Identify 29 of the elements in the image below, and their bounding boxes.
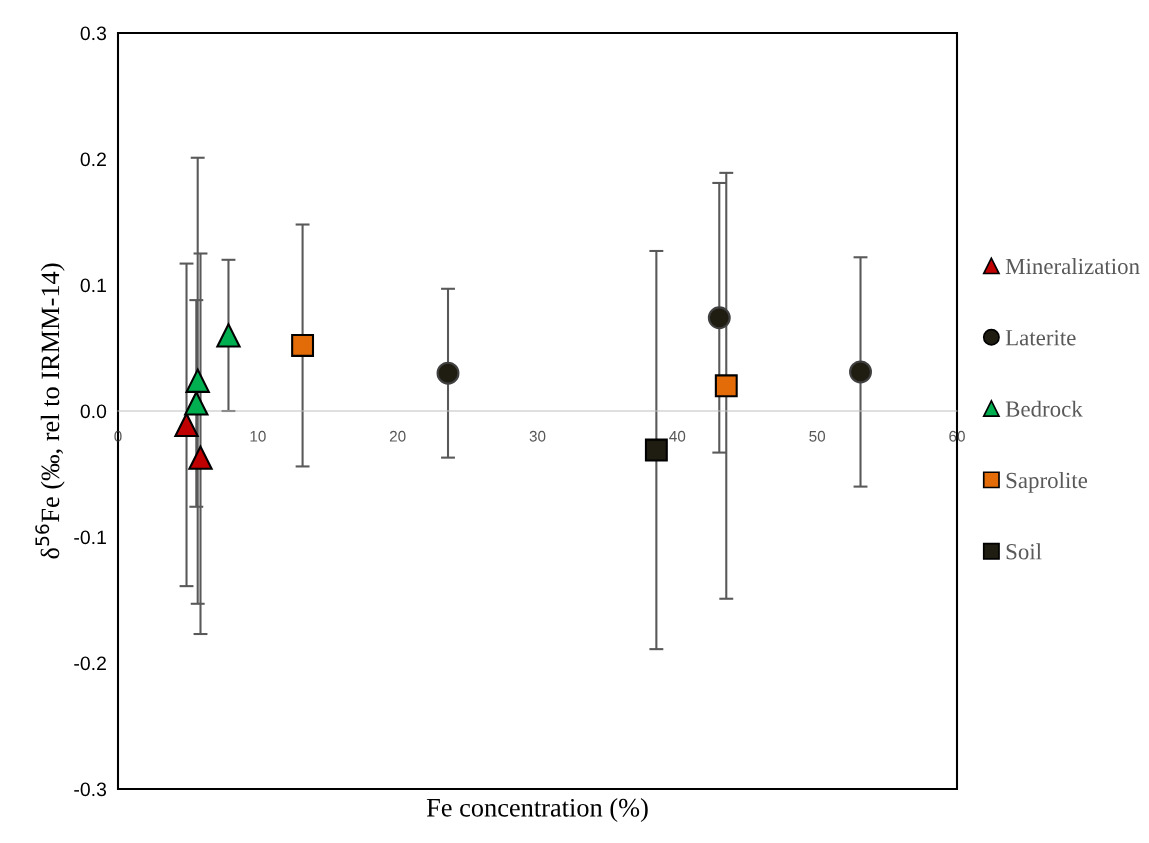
x-tick-label: 40 bbox=[669, 430, 686, 442]
y-tick-label: 0.3 bbox=[80, 26, 107, 41]
y-tick-label: -0.2 bbox=[74, 656, 106, 671]
point bbox=[707, 306, 731, 330]
point bbox=[184, 391, 209, 416]
point bbox=[849, 360, 872, 384]
y-tick-label: -0.3 bbox=[74, 782, 107, 797]
legend-label: Soil bbox=[1006, 543, 1042, 560]
x-tick-label: 20 bbox=[389, 430, 406, 442]
point bbox=[188, 445, 213, 470]
x-tick-label: 10 bbox=[250, 430, 266, 442]
point bbox=[436, 361, 460, 385]
legend-label: Saprolite bbox=[1006, 472, 1088, 493]
point bbox=[291, 334, 315, 357]
y-tick-label: 0.1 bbox=[80, 278, 106, 293]
y-tick-label: -0.1 bbox=[74, 530, 106, 545]
x-tick-label: 30 bbox=[529, 430, 546, 442]
y-tick-label: 0.2 bbox=[80, 152, 106, 167]
x-tick-label: 50 bbox=[809, 430, 826, 442]
y-tick-label: 0.0 bbox=[80, 404, 107, 419]
legend-label: Laterite bbox=[1005, 330, 1076, 346]
point bbox=[185, 368, 210, 393]
point bbox=[216, 323, 241, 348]
point bbox=[644, 438, 668, 462]
legend-label: Bedrock bbox=[1005, 400, 1083, 417]
point bbox=[714, 374, 738, 398]
legend-label: Mineralization bbox=[1005, 258, 1140, 275]
y-axis-title: δ$^{56}$Fe (‰, rel to IRMM-14) bbox=[35, 263, 65, 559]
x-axis-title: Fe concentration (%) bbox=[426, 798, 648, 822]
